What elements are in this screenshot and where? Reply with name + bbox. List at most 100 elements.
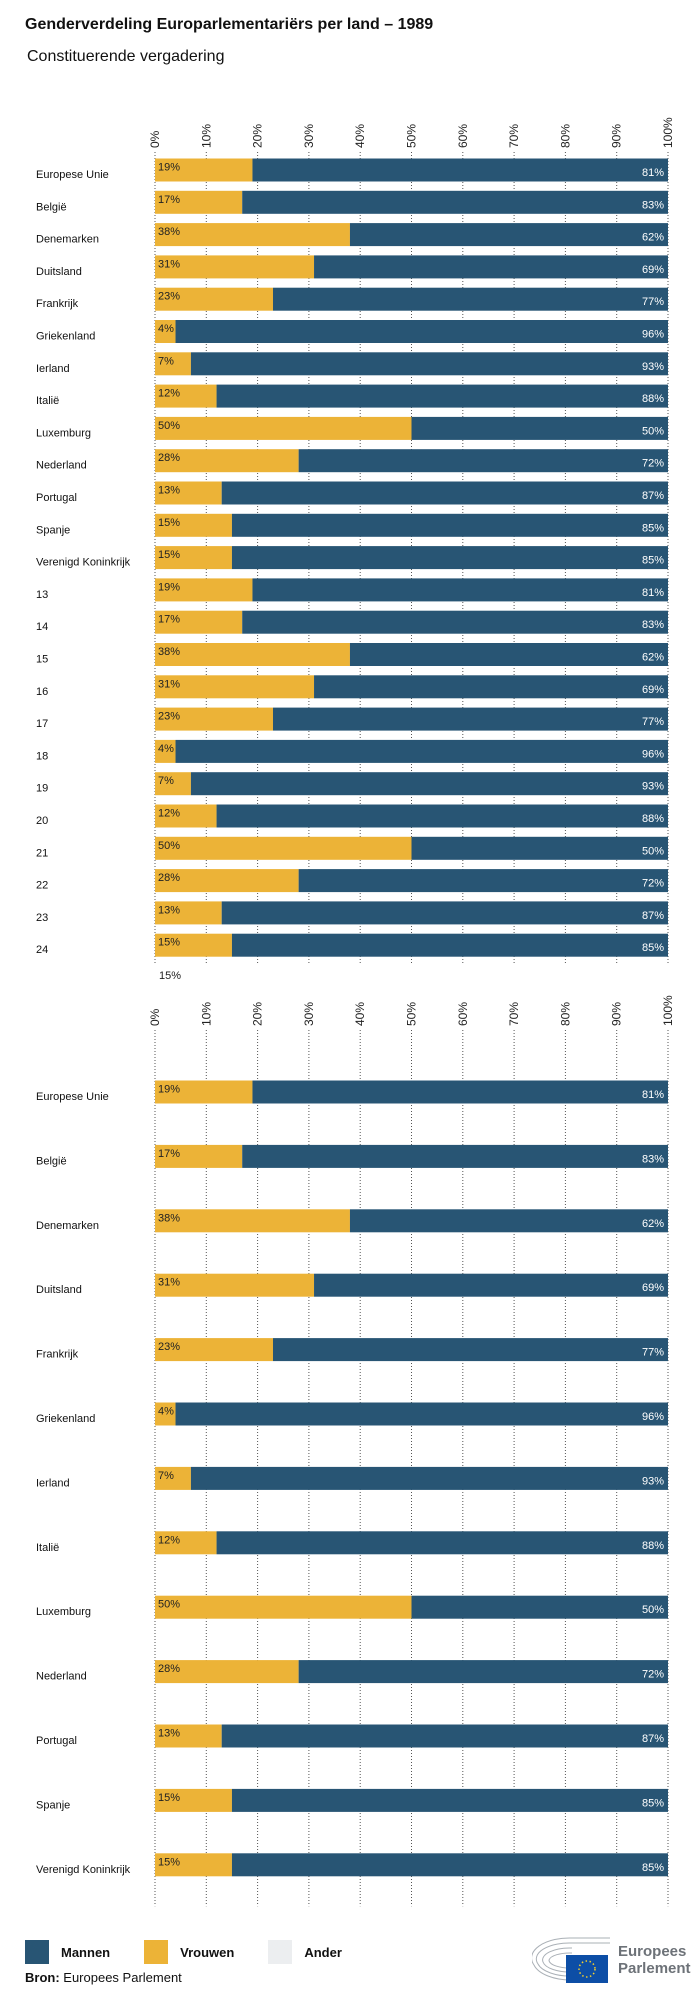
x-tick-label: 60%	[456, 124, 470, 148]
data-label-mannen: 83%	[642, 199, 664, 211]
bar-mannen	[298, 449, 668, 473]
category-label: 17	[36, 718, 48, 730]
data-label-mannen: 72%	[642, 1669, 664, 1681]
category-label: 23	[36, 912, 48, 924]
category-label: Europese Unie	[36, 169, 109, 181]
data-label-mannen: 83%	[642, 1153, 664, 1165]
bar-vrouwen	[155, 1209, 350, 1233]
data-label-mannen: 69%	[642, 1282, 664, 1294]
category-label: Italië	[36, 395, 59, 407]
data-label-vrouwen: 19%	[158, 581, 180, 593]
bar-mannen	[298, 1660, 668, 1684]
category-label: Luxemburg	[36, 427, 91, 439]
legend-label: Mannen	[61, 1944, 111, 1960]
bar-mannen	[314, 1273, 668, 1297]
bar-mannen	[272, 707, 668, 731]
x-tick-label: 30%	[302, 124, 316, 148]
data-label-mannen: 87%	[642, 1733, 664, 1745]
data-label-vrouwen: 23%	[158, 291, 180, 303]
legend-swatch	[144, 1940, 169, 1964]
x-tick-label: 50%	[405, 124, 419, 148]
data-label-vrouwen: 13%	[158, 904, 180, 916]
data-label-vrouwen: 13%	[158, 1728, 180, 1740]
data-label-vrouwen: 4%	[158, 743, 174, 755]
bar-vrouwen	[155, 223, 350, 247]
bar-mannen	[221, 1724, 668, 1748]
category-label: 18	[36, 750, 48, 762]
data-label-mannen: 69%	[642, 264, 664, 276]
bar-vrouwen	[155, 320, 176, 343]
data-label-vrouwen: 12%	[158, 388, 180, 400]
data-label-mannen: 62%	[642, 652, 664, 664]
bar-mannen	[411, 836, 668, 860]
category-label: Frankrijk	[36, 298, 79, 310]
legend-label: Vrouwen	[180, 1944, 235, 1960]
bar-mannen	[216, 1531, 668, 1555]
data-label-vrouwen: 23%	[158, 711, 180, 723]
data-label-vrouwen: 12%	[158, 1534, 180, 1546]
data-label-mannen: 77%	[642, 716, 664, 728]
bar-vrouwen	[155, 255, 315, 279]
category-label: Portugal	[36, 492, 77, 504]
x-tick-label: 10%	[199, 1002, 213, 1026]
bar-mannen	[252, 1080, 668, 1104]
bar-mannen	[221, 481, 668, 505]
bar-mannen	[349, 223, 668, 247]
data-label-mannen: 69%	[642, 684, 664, 696]
bar-mannen	[221, 901, 668, 925]
category-label: Duitsland	[36, 266, 82, 278]
data-label-mannen: 85%	[642, 555, 664, 567]
bar-mannen	[242, 190, 668, 214]
x-tick-label: 60%	[456, 1002, 470, 1026]
data-label-mannen: 62%	[642, 1218, 664, 1230]
x-tick-label: 100%	[661, 117, 675, 148]
data-label-vrouwen: 7%	[158, 775, 174, 787]
category-label: Luxemburg	[36, 1606, 91, 1618]
bar-vrouwen	[155, 933, 232, 957]
bar-mannen	[411, 1595, 668, 1619]
bar-vrouwen	[155, 190, 243, 214]
data-label-vrouwen: 38%	[158, 226, 180, 238]
category-label: Spanje	[36, 1799, 70, 1811]
category-label: Nederland	[36, 460, 87, 472]
legend-swatch	[268, 1940, 293, 1964]
data-label-mannen: 87%	[642, 910, 664, 922]
x-tick-label: 0%	[148, 1008, 162, 1026]
category-label: 15	[36, 654, 48, 666]
bar-vrouwen	[155, 287, 273, 311]
bar-mannen	[231, 1788, 668, 1812]
bar-vrouwen	[155, 675, 315, 699]
data-label-mannen: 88%	[642, 813, 664, 825]
data-label-vrouwen: 31%	[158, 678, 180, 690]
category-label: Verenigd Koninkrijk	[36, 1864, 131, 1876]
bar-mannen	[216, 804, 668, 828]
category-label: Ierland	[36, 363, 70, 375]
bar-mannen	[349, 1209, 668, 1233]
data-label-vrouwen: 50%	[158, 420, 180, 432]
category-label: Nederland	[36, 1671, 87, 1683]
bar-vrouwen	[155, 1338, 273, 1362]
category-label: Spanje	[36, 524, 70, 536]
data-label-vrouwen: 19%	[158, 162, 180, 174]
bar-vrouwen	[155, 1402, 176, 1426]
data-label-mannen: 85%	[642, 1862, 664, 1874]
legend-item-vrouwen: Vrouwen	[144, 1940, 234, 1964]
x-tick-label: 70%	[507, 1002, 521, 1026]
data-label-vrouwen: 31%	[158, 1277, 180, 1289]
bar-vrouwen	[155, 901, 222, 925]
bar-mannen	[298, 869, 668, 893]
data-label-mannen: 50%	[642, 425, 664, 437]
data-label-vrouwen: 28%	[158, 452, 180, 464]
bar-vrouwen	[155, 513, 232, 537]
bar-mannen	[231, 546, 668, 570]
x-tick-label: 30%	[302, 1002, 316, 1026]
bar-vrouwen	[155, 1724, 222, 1748]
data-label-vrouwen: 4%	[158, 323, 174, 335]
source-note: Bron: Europees Parlement	[25, 1970, 182, 1985]
data-label-vrouwen: 13%	[158, 485, 180, 497]
category-label: 16	[36, 686, 48, 698]
european-parliament-logo: Europees Parlement	[532, 1935, 691, 1985]
logo-text: Europees Parlement	[618, 1943, 691, 1977]
category-label: Denemarken	[36, 234, 99, 246]
category-label: Frankrijk	[36, 1349, 79, 1361]
